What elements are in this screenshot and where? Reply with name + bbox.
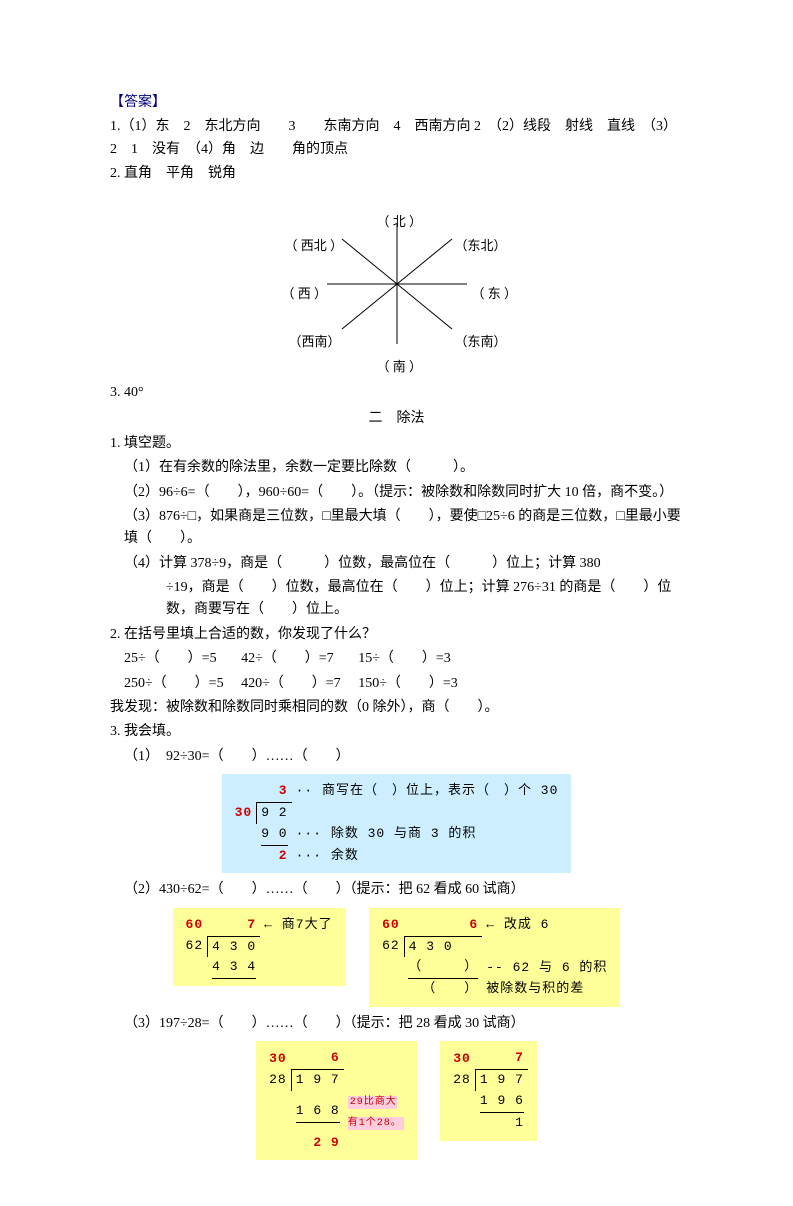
section2-title: 二 除法 (110, 408, 683, 430)
w2a-prod: 4 3 4 (212, 957, 256, 979)
compass-nw: （ 西北 ） (285, 236, 344, 257)
work1: 3·· 商写在（ ）位上，表示（ ）个 30 309 2 9 0··· 除数 3… (110, 774, 683, 873)
q1-4a: （4）计算 378÷9，商是（ ）位数，最高位在（ ）位上；计算 380 (110, 553, 683, 575)
w2b-div: 62 (378, 936, 404, 957)
q1-1: （1）在有余数的除法里，余数一定要比除数（ ）。 (110, 457, 683, 479)
q2-r2c: 150÷（ ）=3 (358, 676, 458, 691)
w2a-a1: 商7大了 (282, 917, 333, 932)
w2b-a2: 62 与 6 的积 (513, 960, 608, 975)
work1-prod: 9 0 (261, 824, 287, 846)
compass-s: （ 南 ） (377, 357, 423, 378)
w2a-dvd: 4 3 0 (212, 939, 256, 954)
answer-line1: 1.（1）东 2 东北方向 3 东南方向 4 西南方向 2 （2）线段 射线 直… (110, 116, 683, 161)
q2-r1c: 15÷（ ）=3 (358, 651, 451, 666)
w3a-q: 6 (331, 1050, 340, 1065)
line-40deg: 3. 40° (110, 382, 683, 404)
q3-p3: （3）197÷28=（ ）……（ ）（提示：把 28 看成 30 试商） (110, 1013, 683, 1035)
q3-p2: （2）430÷62=（ ）……（ ）（提示：把 62 看成 60 试商） (110, 879, 683, 901)
q1-2: （2）96÷6=（ ），960÷60=（ ）。（提示：被除数和除数同时扩大 10… (110, 482, 683, 504)
w3b-q: 7 (515, 1050, 524, 1065)
w2b-a1: 改成 6 (504, 917, 550, 932)
q1-4b: ÷19，商是（ ）位数，最高位在（ ）位上；计算 276÷31 的商是（ ）位数… (110, 577, 683, 622)
work2: 607← 商7大了 62 4 3 0 4 3 4 606← 改成 6 62 4 … (110, 908, 683, 1007)
w2a-q: 7 (247, 917, 256, 932)
w3a-rem: 2 9 (291, 1133, 344, 1154)
q2-row1: 25÷（ ）=5 42÷（ ）=7 15÷（ ）=3 (110, 648, 683, 670)
w3a-pink: 29比商大有1个28。 (348, 1096, 404, 1130)
w3a-dvd: 1 9 7 (296, 1072, 340, 1087)
w2b-rem: （ ） (404, 979, 482, 1000)
compass-sw: （西南） (289, 332, 341, 353)
q2-row2: 250÷（ ）=5 420÷（ ）=7 150÷（ ）=3 (110, 673, 683, 695)
compass-n: （ 北 ） (377, 212, 423, 233)
answer-line2: 2. 直角 平角 锐角 (110, 163, 683, 185)
w2b-q: 6 (469, 917, 478, 932)
q2-r2b: 420÷（ ）=7 (241, 676, 341, 691)
work1-rem: 2 (257, 846, 292, 867)
w2b-dvd: 4 3 0 (409, 939, 453, 954)
work1-div: 30 (231, 803, 257, 824)
w3a-div: 28 (265, 1070, 291, 1091)
q2-head: 2. 在括号里填上合适的数，你发现了什么？ (110, 624, 683, 646)
answer-header: 【答案】 (110, 92, 683, 114)
w2b-prod: （ ） (408, 957, 478, 979)
work1-a3: 余数 (331, 848, 359, 863)
compass-se: （东南） (455, 332, 507, 353)
compass-e: （ 东 ） (472, 284, 518, 305)
q1-3: （3）876÷□，如果商是三位数，□里最大填（ ），要使□25÷6 的商是三位数… (110, 506, 683, 551)
q3-head: 3. 我会填。 (110, 721, 683, 743)
w3a-prod: 1 6 8 (296, 1101, 340, 1123)
work3: 30 6 28 1 9 7 1 6 8 29比商大有1个28。 2 9 30 7 28… (110, 1041, 683, 1160)
q2-found: 我发现：被除数和除数同时乘相同的数（0 除外），商（ ）。 (110, 697, 683, 719)
w3b-prod: 1 9 6 (480, 1091, 524, 1113)
compass-ne: （东北） (455, 236, 507, 257)
q1-head: 1. 填空题。 (110, 433, 683, 455)
w3a-approx: 30 (265, 1048, 291, 1069)
q2-r1a: 25÷（ ）=5 (124, 651, 217, 666)
q3-p1: （1） 92÷30=（ ）……（ ） (110, 746, 683, 768)
w2a-approx: 60 (182, 915, 208, 936)
work1-quot: 3 (279, 783, 288, 798)
work1-a1: 商写在（ ）位上，表示（ ）个 30 (322, 783, 558, 798)
compass-w: （ 西 ） (282, 284, 328, 305)
w3b-approx: 30 (449, 1048, 475, 1069)
w3b-rem: 1 (475, 1113, 528, 1134)
q2-r1b: 42÷（ ）=7 (241, 651, 334, 666)
work1-dvd: 9 2 (261, 805, 287, 820)
compass-diagram: （ 北 ） （ 南 ） （ 东 ） （ 西 ） （东北） （ 西北 ） （东南）… (110, 194, 683, 382)
w3b-div: 28 (449, 1070, 475, 1091)
w2b-approx: 60 (378, 915, 404, 936)
w2b-a3: 被除数与积的差 (486, 981, 584, 996)
w3b-dvd: 1 9 7 (480, 1072, 524, 1087)
w2a-div: 62 (182, 936, 208, 957)
work1-a2: 除数 30 与商 3 的积 (331, 826, 477, 841)
q2-r2a: 250÷（ ）=5 (124, 676, 224, 691)
